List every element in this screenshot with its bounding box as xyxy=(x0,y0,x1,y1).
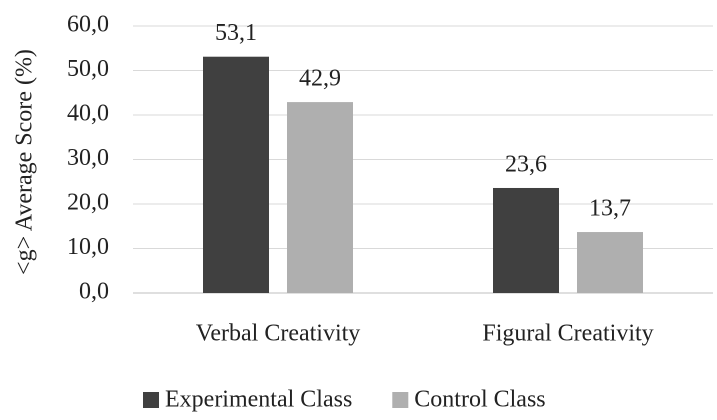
y-tick-label: 30,0 xyxy=(67,145,109,171)
legend-label: Control Class xyxy=(414,387,545,413)
value-label: 13,7 xyxy=(589,196,631,222)
value-label: 42,9 xyxy=(299,66,341,92)
y-tick-label: 0,0 xyxy=(79,279,109,305)
bar xyxy=(577,232,643,293)
legend-swatch xyxy=(143,392,159,408)
bar xyxy=(493,187,559,293)
value-label: 23,6 xyxy=(505,151,547,177)
legend-swatch xyxy=(392,392,409,408)
y-axis-label: <g> Average Score (%) xyxy=(12,49,38,275)
value-label: 53,1 xyxy=(215,20,257,46)
y-tick-label: 20,0 xyxy=(67,190,109,216)
x-tick-label: Verbal Creativity xyxy=(196,321,361,347)
bar xyxy=(287,102,353,293)
bar xyxy=(203,56,269,293)
legend-label: Experimental Class xyxy=(165,387,352,413)
y-tick-label: 50,0 xyxy=(67,56,109,82)
y-tick-label: 10,0 xyxy=(67,234,109,260)
y-tick-label: 60,0 xyxy=(67,12,109,38)
x-tick-label: Figural Creativity xyxy=(482,321,653,347)
y-tick-label: 40,0 xyxy=(67,101,109,127)
